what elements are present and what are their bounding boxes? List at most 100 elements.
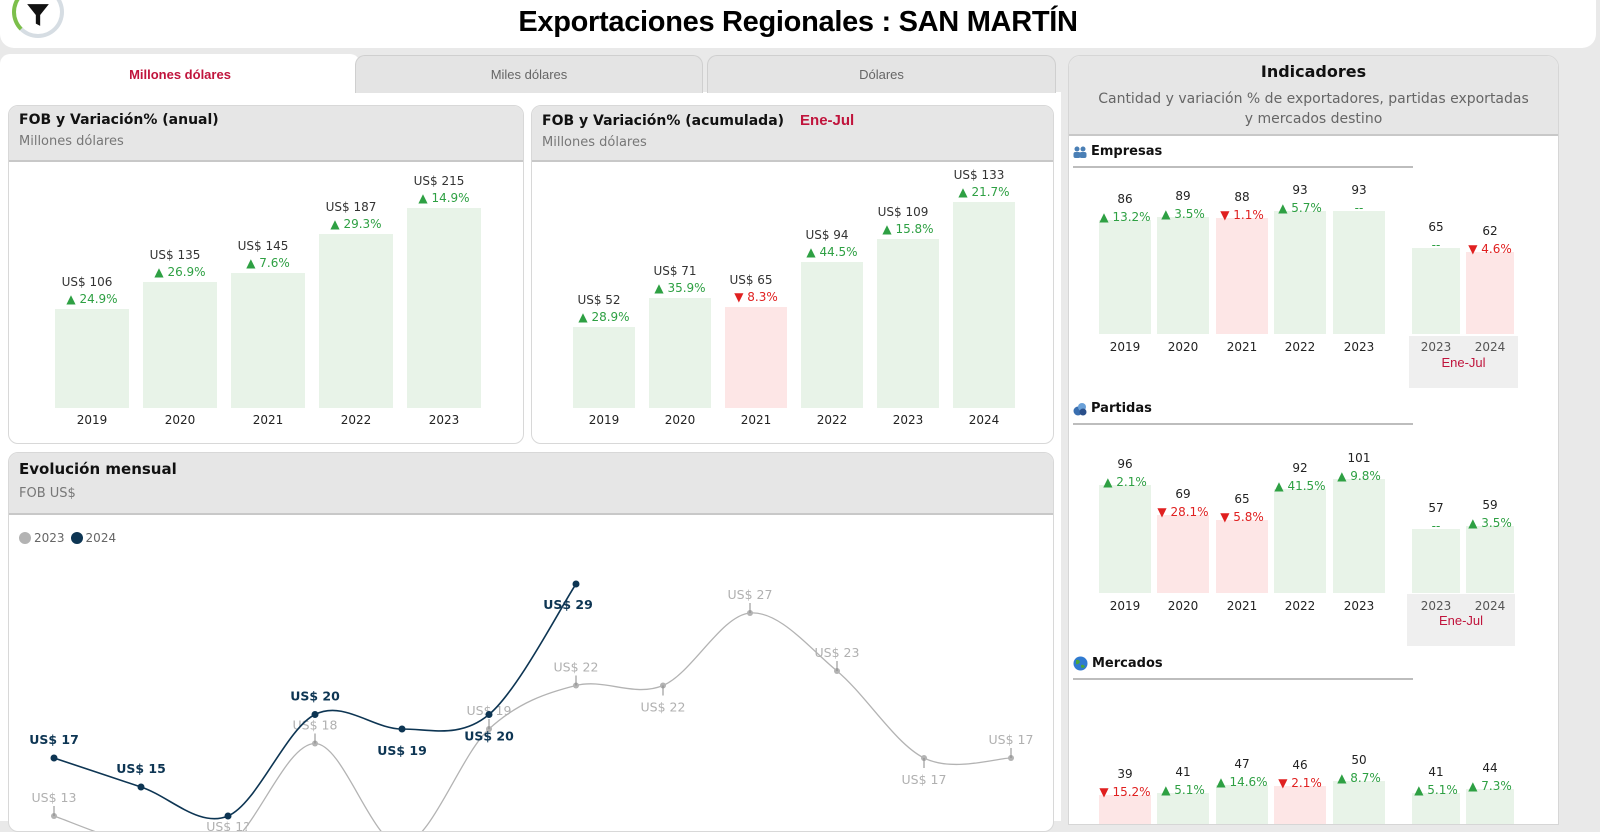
data-label: US$ 15 (116, 761, 166, 776)
value-label: 59 (1482, 498, 1498, 513)
variation-label: ▼ 1.1% (1220, 207, 1264, 222)
indicators-header: Indicadores Cantidad y variación % de ex… (1069, 56, 1558, 136)
x-tick-2021: 2021 (252, 413, 284, 427)
bar-2020 (1157, 515, 1209, 593)
page-title: Exportaciones Regionales : SAN MARTÍN (518, 6, 1078, 38)
x-tick-2019: 2019 (1109, 340, 1141, 354)
fob-annual-card: FOB y Variación% (anual) Millones dólare… (8, 105, 524, 444)
chart-legend: 2023 2024 (19, 531, 116, 545)
x-tick-2023: 2023 (1343, 599, 1375, 613)
value-label: 41 (1175, 764, 1191, 779)
section-divider (1073, 423, 1413, 425)
variation-label: ▲ 24.9% (66, 292, 118, 307)
section-title-text: Partidas (1091, 401, 1152, 416)
period-box (1407, 594, 1515, 646)
bar-2023 (1333, 478, 1385, 593)
monthly-evolution-card: Evolución mensual FOB US$ 2023 2024 US$ … (8, 452, 1054, 832)
x-tick-2021: 2021 (740, 413, 772, 427)
bar-2023 (877, 239, 939, 408)
variation-label: ▲ 14.6% (1216, 774, 1268, 789)
value-label: 57 (1428, 500, 1444, 515)
x-tick-2019: 2019 (76, 413, 108, 427)
bar-2019 (1099, 795, 1151, 824)
variation-label: ▲ 3.5% (1161, 206, 1205, 221)
value-label: 92 (1292, 461, 1308, 476)
variation-label: ▲ 41.5% (1274, 479, 1326, 494)
bar-2019 (573, 327, 635, 408)
bar-2023 (407, 208, 481, 408)
variation-label: ▲ 13.2% (1099, 210, 1151, 225)
ytd-bar-2024 (1466, 788, 1514, 824)
variation-label: -- (1431, 518, 1441, 533)
x-tick-2020: 2020 (664, 413, 696, 427)
bar-2022 (1274, 489, 1326, 593)
card-title: FOB y Variación% (acumulada) Ene-Jul (542, 112, 1043, 129)
legend-dot-2024 (70, 532, 83, 544)
card-title: FOB y Variación% (anual) (19, 112, 219, 128)
value-label: US$ 135 (149, 248, 201, 263)
bar-2022 (1274, 786, 1326, 824)
value-label: 69 (1175, 487, 1191, 502)
tab-label: Miles dólares (490, 67, 568, 82)
point-2024-2[interactable] (137, 783, 145, 791)
variation-label: -- (1354, 201, 1364, 216)
x-tick-2021: 2021 (1226, 599, 1258, 613)
variation-label: ▲ 7.3% (1468, 778, 1512, 793)
bar-chart-cumulative: ▲ 28.9% US$ 52 2019 ▲ 35.9% US$ 71 2020 ▼ 8.3%… (532, 162, 1053, 443)
variation-label: ▲ 29.3% (330, 217, 382, 232)
variation-label: ▼ 4.6% (1468, 242, 1512, 257)
point-2024-1[interactable] (50, 754, 58, 762)
card-subtitle: Millones dólares (542, 135, 647, 150)
ytd-x-tick-2023: 2023 (1420, 599, 1452, 613)
legend-label-2023: 2023 (34, 531, 65, 545)
funnel-icon (27, 4, 49, 26)
tab-millones[interactable]: Millones dólares (0, 54, 360, 94)
section-divider (1073, 166, 1413, 168)
variation-label: ▼ 5.8% (1220, 509, 1264, 524)
data-label: US$ 17 (29, 732, 79, 747)
bar-2019 (1099, 220, 1151, 334)
variation-label: -- (1431, 238, 1441, 253)
data-label: US$ 22 (554, 660, 599, 675)
page-margin (1559, 55, 1596, 821)
value-label: US$ 187 (325, 200, 377, 215)
point-2024-4[interactable] (311, 711, 319, 718)
x-tick-2023: 2023 (428, 413, 460, 427)
point-2024-7[interactable] (572, 580, 580, 588)
variation-label: ▼ 28.1% (1157, 505, 1209, 520)
data-label: US$ 19 (377, 743, 427, 758)
header-bar: Exportaciones Regionales : SAN MARTÍN (0, 0, 1596, 48)
value-label: US$ 133 (953, 167, 1005, 182)
tab-miles[interactable]: Miles dólares (355, 55, 703, 93)
people-icon (1073, 146, 1087, 158)
data-label: US$ 20 (464, 729, 514, 744)
indicators-panel: Indicadores Cantidad y variación % de ex… (1068, 55, 1559, 825)
x-tick-2023: 2023 (892, 413, 924, 427)
boxes-icon (1073, 402, 1087, 416)
ytd-bar-2024 (1466, 252, 1514, 334)
tab-label: Millones dólares (129, 66, 231, 82)
boxes-icon (1073, 402, 1087, 415)
filter-button[interactable] (12, 0, 64, 38)
value-label: 101 (1347, 450, 1371, 465)
data-label: US$ 18 (293, 718, 338, 733)
period-box (1409, 336, 1518, 388)
value-label: 39 (1117, 767, 1133, 782)
variation-label: ▲ 21.7% (958, 184, 1010, 199)
data-label: US$ 27 (728, 587, 773, 602)
variation-label: ▲ 8.7% (1337, 771, 1381, 785)
point-2024-3[interactable] (224, 812, 232, 820)
variation-label: ▲ 9.8% (1337, 468, 1381, 483)
period-label: Ene-Jul (1441, 355, 1486, 370)
ytd-bar-2024 (1466, 526, 1514, 593)
ytd-bar-2023 (1412, 792, 1460, 824)
bar-2022 (801, 262, 863, 408)
card-header: FOB y Variación% (anual) Millones dólare… (9, 106, 523, 162)
point-2024-5[interactable] (398, 725, 406, 733)
x-tick-2022: 2022 (1284, 340, 1316, 354)
tab-dolares[interactable]: Dólares (707, 55, 1056, 93)
tab-label: Dólares (859, 67, 904, 82)
bar-2021 (231, 273, 305, 408)
point-2024-6[interactable] (485, 711, 493, 718)
